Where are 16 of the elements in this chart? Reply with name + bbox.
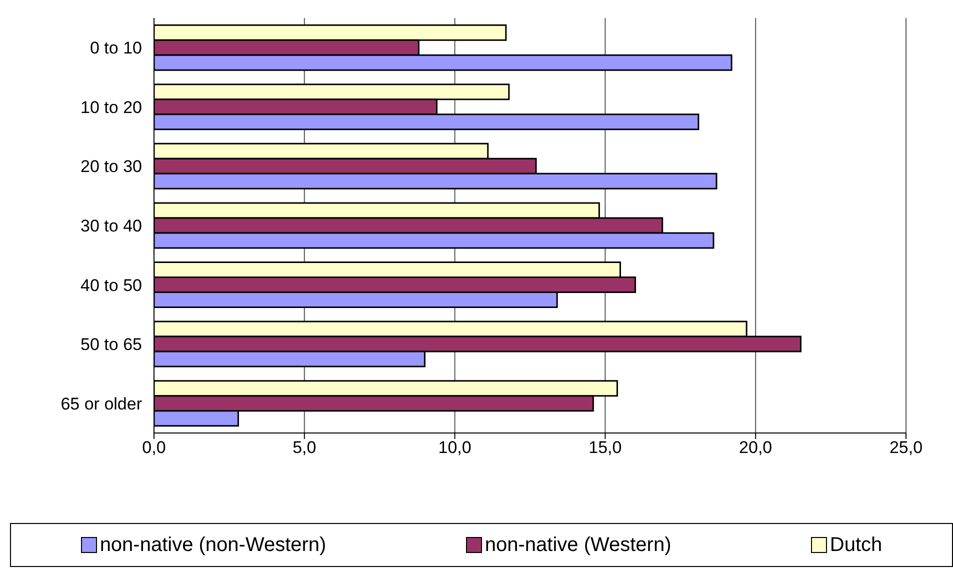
y-tick-label: 0 to 10 [90,38,142,58]
y-tick-label: 50 to 65 [80,335,142,354]
legend-label: non-native (Western) [484,534,672,556]
x-tick-label: 25,0 [889,438,923,458]
x-tick-label: 20,0 [739,438,772,458]
y-tick-label: 10 to 20 [80,98,142,117]
x-tick-label: 10,0 [438,438,472,458]
legend-label: non-native (non-Western) [100,534,326,556]
x-tick-label: 5,0 [292,438,316,458]
y-tick-label: 30 to 40 [80,216,142,236]
y-tick-label: 20 to 30 [80,157,142,176]
x-tick-label: 15,0 [588,438,622,458]
y-tick-label: 65 or older [60,394,142,414]
legend-label: Dutch [830,534,882,556]
y-tick-label: 40 to 50 [80,276,142,295]
x-tick-label: 0,0 [142,438,166,458]
